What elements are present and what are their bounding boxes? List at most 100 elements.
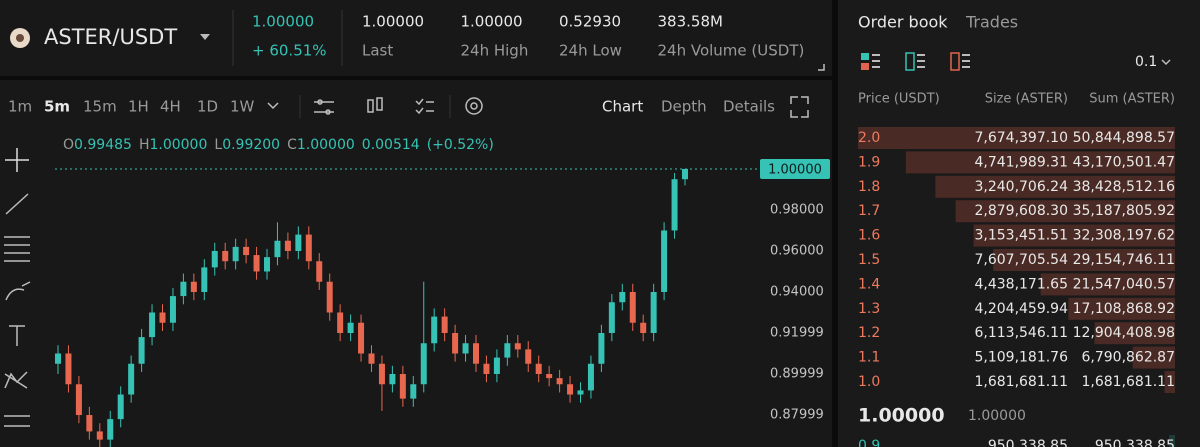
row-size: 7,674,397.10 bbox=[974, 130, 1068, 146]
row-sum: 50,844,898.57 bbox=[1073, 130, 1175, 146]
tab-orderbook[interactable]: Order book bbox=[858, 13, 948, 32]
candle-body bbox=[577, 390, 584, 395]
stat-value: 1.00000 bbox=[461, 13, 523, 31]
col-price: Price (USDT) bbox=[858, 92, 940, 107]
candle-body bbox=[441, 316, 448, 333]
pair-name[interactable]: ASTER/USDT bbox=[44, 25, 177, 49]
candle-body bbox=[640, 322, 647, 333]
candle-body bbox=[682, 168, 688, 180]
candle-body bbox=[337, 312, 344, 333]
fib-tool[interactable] bbox=[4, 236, 30, 262]
candle-body bbox=[473, 343, 479, 364]
pair-dropdown[interactable] bbox=[200, 34, 210, 40]
depth-bar bbox=[955, 200, 1175, 223]
brush-tool[interactable] bbox=[5, 281, 31, 301]
order-rows: 2.0 7,674,397.10 50,844,898.57 1.9 4,741,989… bbox=[858, 127, 1175, 447]
interval[interactable]: 15m bbox=[83, 98, 117, 116]
tick-size-dropdown[interactable] bbox=[1161, 59, 1171, 66]
pattern-tool[interactable] bbox=[4, 371, 28, 389]
row-price: 1.3 bbox=[858, 301, 880, 317]
row-price: 1.0 bbox=[858, 374, 880, 390]
crosshair-tool[interactable] bbox=[5, 148, 29, 172]
candle-body bbox=[462, 343, 469, 354]
candle-type-icon[interactable] bbox=[367, 97, 383, 113]
candle-body bbox=[232, 246, 239, 262]
candle-body bbox=[535, 363, 542, 375]
interval[interactable]: 1H bbox=[128, 98, 149, 116]
row-sum: 35,187,805.92 bbox=[1073, 203, 1175, 219]
ohlc-key: C bbox=[287, 137, 297, 153]
tab-trades[interactable]: Trades bbox=[965, 13, 1018, 32]
book-view-both[interactable] bbox=[861, 53, 880, 70]
ohlc-key: L bbox=[214, 137, 222, 153]
indicator-icon[interactable] bbox=[314, 99, 334, 115]
candle-body bbox=[587, 363, 594, 391]
intervals: 1m 5m 15m 1H 4H 1D 1W bbox=[8, 98, 255, 116]
interval[interactable]: 1m bbox=[8, 98, 32, 116]
row-price: 1.9 bbox=[858, 154, 880, 170]
candle-body bbox=[326, 281, 333, 313]
candle-body bbox=[493, 357, 500, 375]
settings-icon[interactable] bbox=[465, 97, 483, 115]
candle-body bbox=[264, 257, 270, 272]
row-size: 1,681,681.11 bbox=[974, 374, 1068, 390]
tick-size[interactable]: 0.1 bbox=[1135, 54, 1157, 70]
candle-body bbox=[316, 261, 323, 282]
stat-value: 383.58M bbox=[658, 13, 723, 31]
views: Chart Depth Details bbox=[602, 98, 775, 116]
fullscreen-icon[interactable] bbox=[790, 96, 809, 118]
price-tick-label: 0.91999 bbox=[770, 326, 824, 341]
depth-bar bbox=[1068, 297, 1175, 320]
price-tick-label: 0.87999 bbox=[770, 408, 824, 423]
stat-label: Last bbox=[362, 42, 393, 60]
row-price: 1.7 bbox=[858, 203, 880, 219]
interval[interactable]: 1W bbox=[230, 98, 255, 116]
row-sum: 43,170,501.47 bbox=[1073, 154, 1175, 170]
candle-body bbox=[410, 384, 417, 399]
ohlc-value: 0.99485 bbox=[74, 137, 132, 153]
candle-body bbox=[201, 267, 208, 292]
row-sum: 12,904,408.98 bbox=[1073, 325, 1175, 341]
row-size: 6,113,546.11 bbox=[974, 325, 1068, 341]
interval[interactable]: 5m bbox=[44, 98, 70, 116]
stats: 1.00000 Last 1.00000 24h High 0.52930 24h Low… bbox=[362, 13, 804, 60]
view-tab[interactable]: Chart bbox=[602, 98, 643, 116]
ohlc-legend: O0.99485 H1.00000 L0.99200 C1.00000 0.00514(… bbox=[63, 137, 494, 153]
orderbook-panel bbox=[838, 0, 1200, 447]
row-price: 2.0 bbox=[858, 130, 880, 146]
measure-tool[interactable] bbox=[4, 415, 30, 427]
candle-body bbox=[65, 353, 72, 385]
line-tool[interactable] bbox=[5, 193, 29, 215]
view-tab[interactable]: Details bbox=[723, 98, 775, 116]
ohlc-change-pct: (+0.52%) bbox=[427, 137, 494, 153]
candle-body bbox=[420, 343, 427, 385]
depth-bar bbox=[973, 224, 1175, 247]
row-price: 0.9 bbox=[858, 438, 880, 447]
mid-price: 1.00000 bbox=[858, 405, 945, 427]
candle-body bbox=[546, 374, 553, 379]
text-tool[interactable] bbox=[9, 325, 25, 346]
book-view-asks[interactable] bbox=[950, 52, 970, 71]
view-tab[interactable]: Depth bbox=[661, 98, 707, 116]
row-price: 1.4 bbox=[858, 276, 880, 292]
candle-body bbox=[650, 291, 657, 333]
book-view-bids[interactable] bbox=[905, 52, 925, 71]
header-change: + 60.51% bbox=[252, 42, 327, 60]
resize-corner bbox=[818, 64, 825, 71]
row-sum: 21,547,040.57 bbox=[1073, 276, 1175, 292]
candle-body bbox=[253, 255, 260, 272]
template-icon[interactable] bbox=[415, 98, 434, 115]
stat-label: 24h Volume (USDT) bbox=[658, 42, 805, 60]
candle-body bbox=[117, 394, 124, 420]
interval[interactable]: 4H bbox=[160, 98, 181, 116]
drawing-tools bbox=[4, 148, 31, 427]
row-price: 1.8 bbox=[858, 179, 880, 195]
candle-body bbox=[274, 240, 281, 258]
interval[interactable]: 1D bbox=[197, 98, 218, 116]
candle-body bbox=[222, 250, 229, 262]
row-sum: 950,338.85 bbox=[1095, 438, 1175, 447]
interval-more[interactable] bbox=[267, 102, 279, 110]
row-size: 4,204,459.94 bbox=[974, 301, 1068, 317]
candle-body bbox=[305, 234, 312, 262]
